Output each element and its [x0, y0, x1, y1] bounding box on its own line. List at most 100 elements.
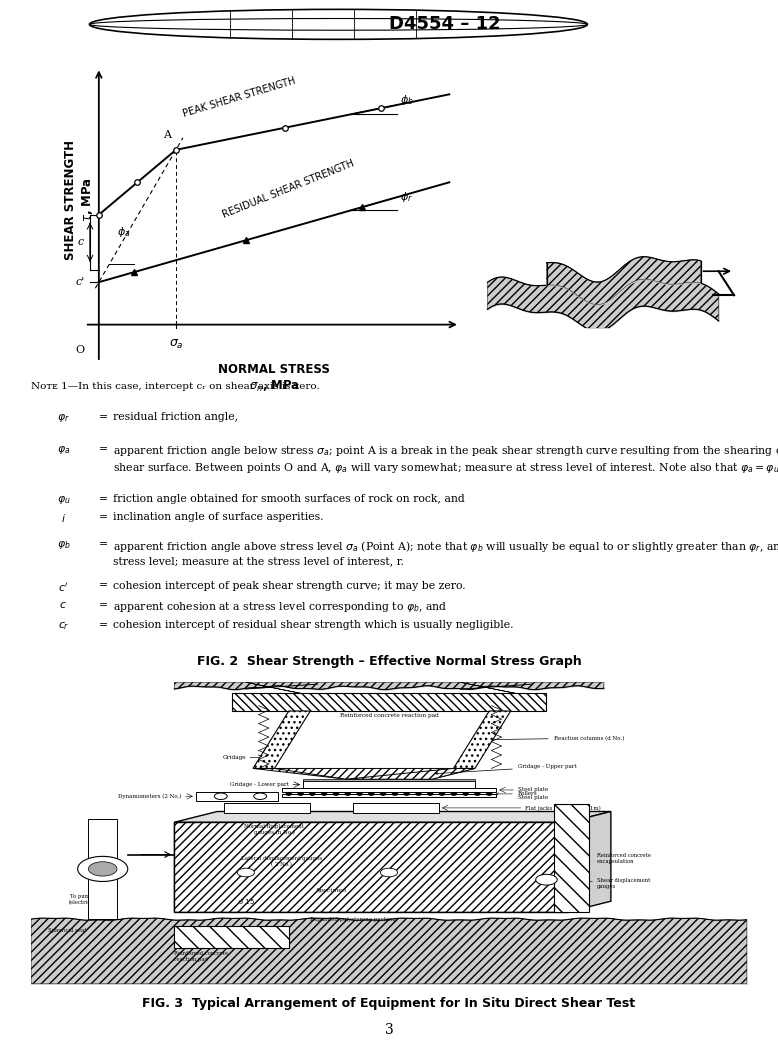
Polygon shape: [174, 812, 611, 822]
Circle shape: [345, 792, 350, 795]
Text: Nᴏᴛᴇ 1—In this case, intercept cᵣ on shear axis is zero.: Nᴏᴛᴇ 1—In this case, intercept cᵣ on she…: [31, 382, 320, 390]
Text: FIG. 3  Typical Arrangement of Equipment for In Situ Direct Shear Test: FIG. 3 Typical Arrangement of Equipment …: [142, 997, 636, 1010]
Polygon shape: [454, 711, 510, 768]
Text: Reinforced concrete reaction pad: Reinforced concrete reaction pad: [340, 713, 438, 718]
Bar: [282, 794, 496, 797]
Polygon shape: [461, 682, 532, 696]
Text: =: =: [99, 443, 108, 454]
Text: $\sigma_a$: $\sigma_a$: [169, 338, 184, 352]
Bar: [196, 792, 278, 801]
Bar: [282, 788, 496, 792]
Text: Gridage: Gridage: [223, 755, 246, 760]
Circle shape: [463, 792, 468, 795]
Text: $\varphi_r$: $\varphi_r$: [57, 412, 70, 424]
Circle shape: [487, 792, 492, 795]
Text: $\phi_a$: $\phi_a$: [117, 225, 130, 239]
Text: =: =: [99, 601, 108, 610]
Text: cohesion intercept of peak shear strength curve; it may be zero.: cohesion intercept of peak shear strengt…: [114, 581, 466, 590]
Text: =: =: [99, 581, 108, 590]
Bar: [303, 781, 475, 788]
Text: Flat jacks (2 No., 1m x 1m): Flat jacks (2 No., 1m x 1m): [525, 806, 601, 811]
Circle shape: [89, 862, 117, 877]
Circle shape: [380, 868, 398, 877]
Bar: [174, 926, 289, 948]
Circle shape: [369, 792, 373, 795]
Text: $c'$: $c'$: [58, 581, 68, 593]
Bar: [89, 818, 117, 919]
Text: $\circlearrowleft$15: $\circlearrowleft$15: [237, 896, 255, 906]
Circle shape: [298, 792, 303, 795]
Text: A: A: [163, 130, 171, 139]
Text: RESIDUAL SHEAR STRENGTH: RESIDUAL SHEAR STRENGTH: [221, 158, 356, 220]
Text: Gridage - Lower part: Gridage - Lower part: [230, 782, 289, 787]
Text: apparent friction angle below stress $\sigma_a$; point A is a break in the peak : apparent friction angle below stress $\s…: [114, 443, 778, 475]
Circle shape: [416, 792, 421, 795]
Polygon shape: [568, 812, 611, 912]
Text: =: =: [99, 412, 108, 422]
Polygon shape: [174, 822, 568, 912]
Polygon shape: [275, 768, 475, 780]
Circle shape: [392, 792, 398, 795]
Circle shape: [405, 792, 409, 795]
Circle shape: [440, 792, 444, 795]
Text: $\phi_r$: $\phi_r$: [400, 189, 413, 204]
Text: D4554 – 12: D4554 – 12: [389, 16, 500, 33]
Text: Steel plate: Steel plate: [518, 794, 548, 799]
Text: Dynamometers (2 No.): Dynamometers (2 No.): [118, 793, 181, 798]
Circle shape: [380, 792, 386, 795]
Text: Reaction columns (d No.): Reaction columns (d No.): [485, 736, 624, 741]
Text: PEAK SHEAR STRENGTH: PEAK SHEAR STRENGTH: [181, 75, 296, 119]
Text: SHEAR STRENGTH
$\tau$, MPa: SHEAR STRENGTH $\tau$, MPa: [65, 139, 95, 260]
Circle shape: [475, 792, 480, 795]
Text: To pump
(electric): To pump (electric): [69, 894, 93, 905]
Bar: [303, 780, 475, 781]
Circle shape: [215, 793, 227, 799]
Circle shape: [536, 874, 557, 885]
Text: Reinforced concrete
encapsulation: Reinforced concrete encapsulation: [597, 853, 650, 864]
Text: =: =: [99, 493, 108, 504]
Circle shape: [78, 857, 128, 882]
Text: Shear displacement
gauges: Shear displacement gauges: [597, 878, 650, 889]
Text: Lateral displacement gauges
( 2 No.): Lateral displacement gauges ( 2 No.): [241, 857, 322, 867]
Text: apparent cohesion at a stress level corresponding to $\varphi_b$, and: apparent cohesion at a stress level corr…: [114, 601, 448, 614]
Text: Rollers: Rollers: [496, 791, 538, 796]
Polygon shape: [346, 768, 475, 780]
Text: Reinforced concrete
reaction pad: Reinforced concrete reaction pad: [174, 951, 228, 962]
Text: =: =: [99, 619, 108, 630]
Circle shape: [286, 792, 291, 795]
Text: Normal displacement
gauges (n No.): Normal displacement gauges (n No.): [244, 824, 304, 835]
Text: cohesion intercept of residual shear strength which is usually negligible.: cohesion intercept of residual shear str…: [114, 619, 514, 630]
Text: friction angle obtained for smooth surfaces of rock on rock, and: friction angle obtained for smooth surfa…: [114, 493, 465, 504]
Polygon shape: [253, 711, 310, 768]
Circle shape: [237, 868, 254, 877]
Text: $\varphi_u$: $\varphi_u$: [57, 493, 70, 506]
Text: $\phi_b$: $\phi_b$: [400, 93, 414, 107]
Text: $\varphi_a$: $\varphi_a$: [57, 443, 70, 456]
Circle shape: [310, 792, 315, 795]
Circle shape: [428, 792, 433, 795]
Polygon shape: [253, 768, 432, 780]
Text: residual friction angle,: residual friction angle,: [114, 412, 239, 422]
Circle shape: [451, 792, 457, 795]
Text: =: =: [99, 512, 108, 523]
Text: $\varphi_b$: $\varphi_b$: [57, 539, 70, 551]
Circle shape: [357, 792, 362, 795]
Text: Specimen: Specimen: [316, 888, 347, 893]
Text: $c$: $c$: [59, 601, 67, 610]
Text: inclination angle of surface asperities.: inclination angle of surface asperities.: [114, 512, 324, 523]
Bar: [224, 803, 310, 813]
Text: O: O: [75, 345, 84, 355]
Text: c': c': [76, 277, 86, 287]
Text: NORMAL STRESS
$\sigma_n$, MPa: NORMAL STRESS $\sigma_n$, MPa: [218, 363, 330, 393]
Text: apparent friction angle above stress level $\sigma_a$ (Point A); note that $\var: apparent friction angle above stress lev…: [114, 539, 778, 566]
Circle shape: [334, 792, 338, 795]
Circle shape: [321, 792, 327, 795]
Text: Spherical seat: Spherical seat: [47, 929, 86, 933]
Circle shape: [254, 793, 267, 799]
Bar: [353, 803, 439, 813]
Text: c: c: [78, 237, 84, 247]
Text: Expanded polystyrene packing: Expanded polystyrene packing: [310, 917, 396, 922]
Bar: [554, 805, 590, 912]
Text: 3: 3: [384, 1022, 394, 1037]
Text: FIG. 2  Shear Strength – Effective Normal Stress Graph: FIG. 2 Shear Strength – Effective Normal…: [197, 655, 581, 668]
